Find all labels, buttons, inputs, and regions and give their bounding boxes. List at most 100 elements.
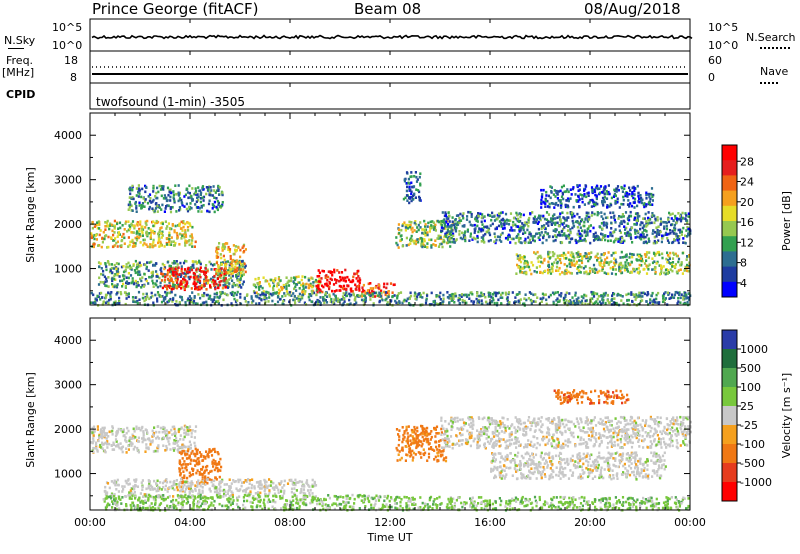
heatmap-cell: [184, 229, 187, 232]
heatmap-cell: [409, 223, 412, 227]
heatmap-cell: [192, 276, 195, 279]
heatmap-cell: [137, 262, 140, 265]
heatmap-cell: [182, 438, 185, 441]
heatmap-cell: [590, 290, 593, 294]
heatmap-cell: [466, 215, 469, 218]
heatmap-cell: [130, 230, 133, 234]
heatmap-cell: [679, 228, 682, 232]
heatmap-cell: [118, 302, 121, 305]
heatmap-cell: [262, 290, 265, 293]
heatmap-cell: [302, 488, 305, 491]
heatmap-cell: [544, 269, 547, 273]
heatmap-cell: [569, 188, 572, 191]
heatmap-cell: [154, 449, 157, 453]
heatmap-cell: [163, 273, 166, 276]
heatmap-cell: [657, 225, 660, 228]
heatmap-cell: [177, 284, 180, 288]
heatmap-cell: [639, 294, 642, 298]
heatmap-cell: [268, 284, 271, 288]
heatmap-cell: [212, 282, 215, 285]
heatmap-cell: [203, 292, 206, 295]
heatmap-cell: [123, 228, 126, 231]
heatmap-cell: [356, 272, 359, 275]
heatmap-cell: [358, 289, 361, 292]
heatmap-cell: [130, 266, 133, 269]
heatmap-cell: [655, 297, 658, 301]
heatmap-cell: [448, 296, 451, 300]
heatmap-cell: [543, 259, 546, 262]
heatmap-cell: [483, 240, 486, 244]
heatmap-cell: [656, 260, 659, 264]
heatmap-cell: [214, 460, 217, 463]
heatmap-cell: [282, 299, 285, 303]
heatmap-cell: [548, 257, 551, 260]
freq-tick-high: 18: [64, 54, 78, 67]
heatmap-cell: [519, 215, 522, 219]
heatmap-cell: [93, 242, 96, 246]
heatmap-cell: [500, 293, 503, 297]
heatmap-cell: [613, 292, 616, 296]
heatmap-cell: [583, 224, 586, 228]
heatmap-cell: [628, 218, 631, 222]
heatmap-cell: [129, 442, 132, 445]
nsky-tick-high: 10^5: [52, 21, 83, 34]
heatmap-cell: [258, 283, 261, 286]
heatmap-cell: [189, 196, 192, 199]
heatmap-cell: [476, 240, 479, 244]
heatmap-cell: [157, 239, 160, 243]
heatmap-cell: [169, 188, 172, 192]
heatmap-cell: [650, 221, 653, 225]
heatmap-cell: [310, 300, 313, 303]
heatmap-cell: [484, 232, 487, 236]
heatmap-cell: [141, 187, 144, 191]
heatmap-cell: [214, 300, 218, 303]
heatmap-cell: [340, 285, 343, 288]
heatmap-cell: [636, 271, 639, 274]
heatmap-cell: [481, 213, 484, 216]
heatmap-cell: [124, 438, 127, 442]
heatmap-cell: [589, 224, 592, 227]
heatmap-cell: [678, 293, 681, 296]
heatmap-cell: [674, 216, 677, 220]
heatmap-cell: [161, 203, 164, 207]
heatmap-cell: [562, 184, 565, 188]
heatmap-cell: [651, 257, 654, 260]
heatmap-cell: [464, 236, 467, 239]
heatmap-cell: [134, 435, 137, 439]
heatmap-cell: [126, 426, 129, 430]
heatmap-cell: [148, 297, 151, 301]
heatmap-cell: [196, 286, 199, 289]
heatmap-cell: [171, 223, 174, 226]
heatmap-cell: [596, 302, 599, 306]
nsky-label: N.Sky: [4, 34, 36, 47]
heatmap-cell: [424, 231, 427, 235]
heatmap-cell: [421, 231, 424, 235]
heatmap-cell: [633, 218, 636, 221]
heatmap-cell: [226, 260, 230, 263]
heatmap-cell: [519, 228, 522, 232]
heatmap-cell: [643, 228, 647, 232]
heatmap-cell: [470, 291, 473, 294]
heatmap-cell: [173, 488, 176, 492]
heatmap-cell: [533, 221, 536, 224]
heatmap-cell: [578, 188, 581, 192]
heatmap-cell: [653, 221, 656, 225]
heatmap-cell: [594, 203, 597, 207]
heatmap-cell: [592, 233, 595, 236]
heatmap-cell: [304, 286, 307, 289]
heatmap-cell: [519, 237, 522, 240]
heatmap-cell: [229, 254, 232, 258]
heatmap-cell: [664, 291, 667, 294]
heatmap-cell: [463, 293, 466, 297]
heatmap-cell: [672, 232, 675, 235]
heatmap-cell: [444, 211, 447, 214]
heatmap-cell: [414, 171, 417, 174]
heatmap-cell: [650, 187, 654, 190]
heatmap-cell: [514, 300, 517, 304]
heatmap-cell: [687, 296, 690, 299]
heatmap-cell: [629, 271, 632, 274]
heatmap-cell: [220, 273, 223, 277]
heatmap-cell: [448, 214, 451, 218]
heatmap-cell: [541, 292, 544, 296]
heatmap-cell: [151, 271, 154, 275]
